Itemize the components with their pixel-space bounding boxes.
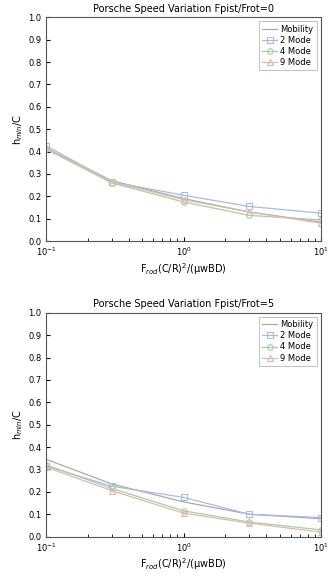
- Legend: Mobility, 2 Mode, 4 Mode, 9 Mode: Mobility, 2 Mode, 4 Mode, 9 Mode: [259, 317, 317, 366]
- Line: 4 Mode: 4 Mode: [44, 147, 324, 223]
- Mobility: [319, 219, 323, 226]
- 9 Mode: [247, 209, 251, 216]
- X-axis label: F$_{rod}$(C/R)$^2$/(μwBD): F$_{rod}$(C/R)$^2$/(μwBD): [140, 557, 227, 572]
- Line: Mobility: Mobility: [46, 148, 321, 222]
- 9 Mode: [110, 178, 114, 185]
- 4 Mode: [319, 526, 323, 533]
- 4 Mode: [182, 198, 186, 205]
- 4 Mode: [247, 212, 251, 219]
- 4 Mode: [44, 146, 48, 153]
- 4 Mode: [110, 485, 114, 492]
- 2 Mode: [319, 209, 323, 216]
- Title: Porsche Speed Variation Fpist/Frot=0: Porsche Speed Variation Fpist/Frot=0: [93, 4, 274, 14]
- 9 Mode: [44, 145, 48, 152]
- Mobility: [182, 195, 186, 202]
- 2 Mode: [110, 178, 114, 185]
- 9 Mode: [319, 529, 323, 535]
- 9 Mode: [182, 509, 186, 516]
- 4 Mode: [319, 216, 323, 223]
- 2 Mode: [319, 514, 323, 521]
- X-axis label: F$_{rod}$(C/R)$^2$/(μwBD): F$_{rod}$(C/R)$^2$/(μwBD): [140, 261, 227, 277]
- 2 Mode: [110, 483, 114, 490]
- Line: 4 Mode: 4 Mode: [44, 462, 324, 533]
- 4 Mode: [44, 462, 48, 469]
- 9 Mode: [110, 487, 114, 494]
- 2 Mode: [182, 192, 186, 198]
- Mobility: [44, 145, 48, 152]
- 2 Mode: [44, 143, 48, 149]
- Line: 2 Mode: 2 Mode: [44, 463, 324, 520]
- Line: 9 Mode: 9 Mode: [44, 464, 324, 535]
- Line: 2 Mode: 2 Mode: [44, 143, 324, 216]
- Mobility: [247, 209, 251, 216]
- 9 Mode: [319, 220, 323, 227]
- Mobility: [182, 499, 186, 505]
- 2 Mode: [247, 203, 251, 210]
- Mobility: [44, 456, 48, 463]
- Y-axis label: h$_{min}$/C: h$_{min}$/C: [12, 409, 25, 440]
- 9 Mode: [182, 196, 186, 203]
- 4 Mode: [110, 179, 114, 186]
- Mobility: [110, 177, 114, 184]
- 9 Mode: [247, 520, 251, 527]
- Legend: Mobility, 2 Mode, 4 Mode, 9 Mode: Mobility, 2 Mode, 4 Mode, 9 Mode: [259, 21, 317, 70]
- 2 Mode: [247, 511, 251, 518]
- 9 Mode: [44, 464, 48, 471]
- Line: Mobility: Mobility: [46, 459, 321, 519]
- 2 Mode: [44, 463, 48, 470]
- Mobility: [110, 481, 114, 488]
- 4 Mode: [182, 507, 186, 514]
- Line: 9 Mode: 9 Mode: [44, 145, 324, 226]
- 4 Mode: [247, 519, 251, 526]
- Mobility: [247, 511, 251, 518]
- Y-axis label: h$_{min}$/C: h$_{min}$/C: [12, 114, 25, 145]
- Title: Porsche Speed Variation Fpist/Frot=5: Porsche Speed Variation Fpist/Frot=5: [93, 299, 274, 309]
- Mobility: [319, 515, 323, 522]
- 2 Mode: [182, 494, 186, 501]
